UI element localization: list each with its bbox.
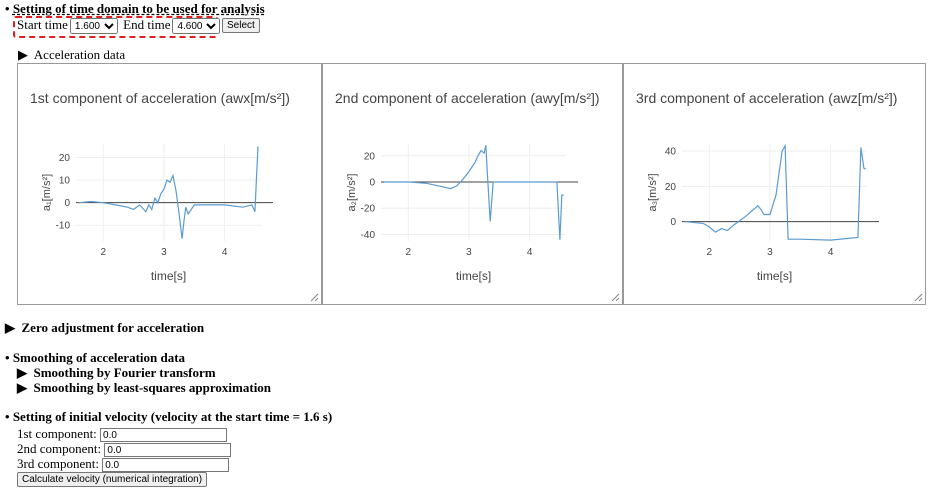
resize-handle <box>611 293 620 302</box>
y-tick-label: 0 <box>670 217 676 228</box>
resize-handle <box>310 293 319 302</box>
chart: 3rd component of acceleration (awz[m/s²]… <box>636 90 923 302</box>
chart-panel: 1st component of acceleration (awx[m/s²]… <box>17 63 322 305</box>
y-axis-label: a₁[m/s²] <box>41 174 53 211</box>
data-line <box>78 146 259 239</box>
field-label: 1st component: <box>17 426 97 441</box>
y-tick-label: 0 <box>369 178 375 189</box>
y-tick-label: -40 <box>361 230 376 241</box>
select-button[interactable]: Select <box>222 18 260 33</box>
label: Start time <box>17 17 68 32</box>
text-input[interactable] <box>100 428 228 443</box>
x-tick-label: 4 <box>527 247 533 258</box>
summary[interactable]: ▶ Acceleration data <box>18 47 126 62</box>
field: 2nd component: <box>17 441 232 458</box>
x-tick-label: 4 <box>828 247 834 258</box>
y-tick-label: -10 <box>56 221 71 232</box>
y-axis-label: a₂[m/s²] <box>346 174 358 212</box>
field: 3rd component: <box>17 456 230 473</box>
y-tick-label: 20 <box>665 182 677 193</box>
y-tick-label: 10 <box>59 176 71 187</box>
summary-text: Smoothing by least-squares approximation <box>33 380 272 395</box>
summary[interactable]: ▶ Smoothing by Fourier transform <box>17 365 216 380</box>
summary[interactable]: ▶ Smoothing by least-squares approximati… <box>17 380 272 395</box>
heading-text: Setting of time domain to be used for an… <box>12 1 265 16</box>
heading: • Setting of initial velocity (velocity … <box>5 409 333 424</box>
field: 1st component: <box>17 426 228 443</box>
text-input[interactable] <box>104 443 232 458</box>
field-label: 3rd component: <box>17 456 99 471</box>
x-tick-label: 2 <box>406 247 412 258</box>
resize-handle <box>914 293 923 302</box>
y-tick-label: -20 <box>361 204 376 215</box>
start-select[interactable]: 1.600 <box>69 18 118 35</box>
chart-title: 3rd component of acceleration (awz[m/s²]… <box>636 90 897 106</box>
chart: 1st component of acceleration (awx[m/s²]… <box>30 90 319 302</box>
end-select[interactable]: 4.600 <box>172 18 221 35</box>
y-tick-label: 40 <box>665 147 677 158</box>
text-input[interactable] <box>102 458 230 473</box>
chart-panel: 2nd component of acceleration (awy[m/s²]… <box>322 63 623 305</box>
y-axis-label: a₃[m/s²] <box>647 173 659 211</box>
summary-text: Acceleration data <box>33 47 126 62</box>
calculate-button[interactable]: Calculate velocity (numerical integratio… <box>17 472 208 487</box>
data-line <box>384 145 564 240</box>
x-axis-label: time[s] <box>456 269 491 283</box>
chart-panel: 3rd component of acceleration (awz[m/s²]… <box>623 63 926 305</box>
x-tick-label: 3 <box>161 247 167 258</box>
y-tick-label: 20 <box>364 151 376 162</box>
heading: • Smoothing of acceleration data <box>5 350 186 365</box>
field-label: 2nd component: <box>17 441 102 456</box>
heading: • Setting of time domain to be used for … <box>5 1 265 16</box>
x-tick-label: 3 <box>466 247 472 258</box>
summary[interactable]: ▶ Zero adjustment for acceleration <box>5 320 205 335</box>
time-controls: Start time 1.600 End time 4.600 <box>17 17 222 35</box>
heading-text: Smoothing of acceleration data <box>12 350 186 365</box>
heading-text: Setting of initial velocity (velocity at… <box>12 409 333 424</box>
chart-title: 1st component of acceleration (awx[m/s²]… <box>30 90 290 106</box>
summary-text: Zero adjustment for acceleration <box>21 320 205 335</box>
x-tick-label: 4 <box>222 247 228 258</box>
chart: 2nd component of acceleration (awy[m/s²]… <box>335 90 620 302</box>
x-tick-label: 3 <box>767 247 773 258</box>
x-axis-label: time[s] <box>757 269 792 283</box>
data-line <box>684 143 866 241</box>
label: End time <box>123 17 171 32</box>
chart-title: 2nd component of acceleration (awy[m/s²]… <box>335 90 600 106</box>
x-axis-label: time[s] <box>151 269 186 283</box>
x-tick-label: 2 <box>101 247 107 258</box>
y-tick-label: 20 <box>59 153 71 164</box>
y-tick-label: 0 <box>64 198 70 209</box>
summary-text: Smoothing by Fourier transform <box>33 365 216 380</box>
x-tick-label: 2 <box>707 247 713 258</box>
